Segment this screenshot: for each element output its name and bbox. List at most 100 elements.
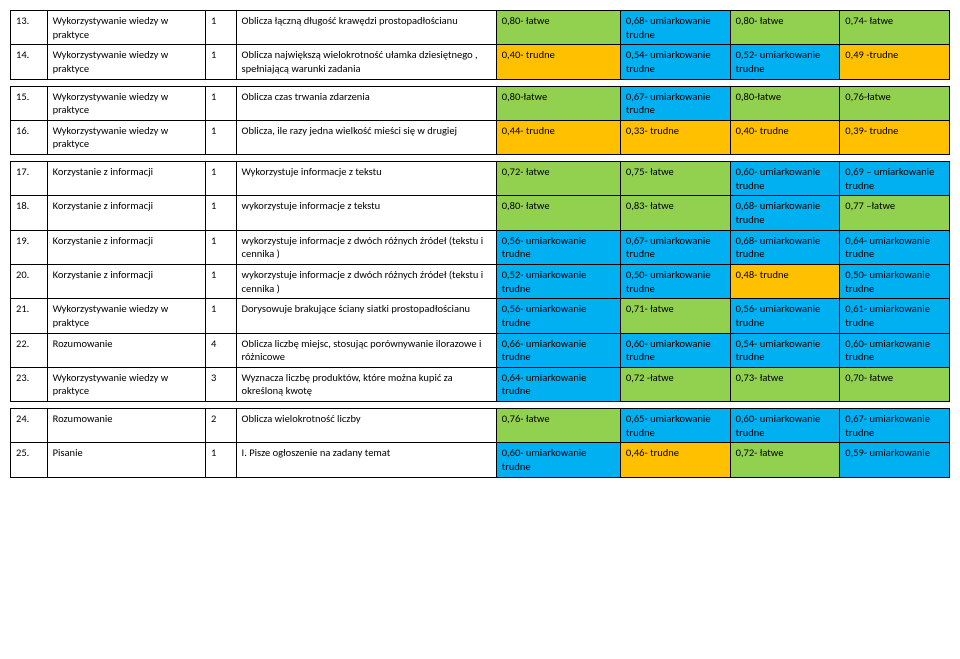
- cell: 0,68- umiarkowanie trudne: [620, 11, 730, 45]
- cell: Oblicza największą wielokrotność ułamka …: [236, 45, 496, 79]
- table-row: 18.Korzystanie z informacji1wykorzystuje…: [11, 196, 950, 230]
- cell: Wykorzystywanie wiedzy w praktyce: [47, 86, 205, 120]
- cell: 0,33- trudne: [620, 120, 730, 154]
- cell: 0,83- łatwe: [620, 196, 730, 230]
- cell: 13.: [11, 11, 48, 45]
- cell: 0,68- umiarkowanie trudne: [730, 230, 840, 264]
- cell: 19.: [11, 230, 48, 264]
- cell: wykorzystuje informacje z dwóch różnych …: [236, 230, 496, 264]
- cell: 21.: [11, 299, 48, 333]
- cell: Oblicza czas trwania zdarzenia: [236, 86, 496, 120]
- cell: 24.: [11, 409, 48, 443]
- cell: 18.: [11, 196, 48, 230]
- table-row: 20.Korzystanie z informacji1wykorzystuje…: [11, 264, 950, 298]
- cell: 1: [206, 162, 237, 196]
- cell: 16.: [11, 120, 48, 154]
- cell: 1: [206, 443, 237, 477]
- cell: 0,80-łatwe: [496, 86, 620, 120]
- cell: Korzystanie z informacji: [47, 264, 205, 298]
- cell: Oblicza wielokrotność liczby: [236, 409, 496, 443]
- table-row: 23.Wykorzystywanie wiedzy w praktyce3Wyz…: [11, 367, 950, 401]
- cell: Oblicza, ile razy jedna wielkość mieści …: [236, 120, 496, 154]
- cell: wykorzystuje informacje z dwóch różnych …: [236, 264, 496, 298]
- cell: wykorzystuje informacje z tekstu: [236, 196, 496, 230]
- cell: 1: [206, 264, 237, 298]
- cell: 0,60- umiarkowanie trudne: [840, 333, 950, 367]
- cell: 25.: [11, 443, 48, 477]
- cell: 0,72 -łatwe: [620, 367, 730, 401]
- cell: 0,75- łatwe: [620, 162, 730, 196]
- cell: 0,60- umiarkowanie trudne: [730, 409, 840, 443]
- cell: 0,56- umiarkowanie trudne: [730, 299, 840, 333]
- cell: 0,59- umiarkowanie: [840, 443, 950, 477]
- table-row: 25.Pisanie1I. Pisze ogłoszenie na zadany…: [11, 443, 950, 477]
- table-row: 22.Rozumowanie4Oblicza liczbę miejsc, st…: [11, 333, 950, 367]
- cell: Dorysowuje brakujące ściany siatki prost…: [236, 299, 496, 333]
- cell: 0,67- umiarkowanie trudne: [620, 86, 730, 120]
- cell: 0,67- umiarkowanie trudne: [840, 409, 950, 443]
- cell: Wykorzystywanie wiedzy w praktyce: [47, 120, 205, 154]
- cell: 0,60- umiarkowanie trudne: [730, 162, 840, 196]
- cell: 0,76- łatwe: [496, 409, 620, 443]
- cell: Korzystanie z informacji: [47, 230, 205, 264]
- cell: 0,80- łatwe: [496, 196, 620, 230]
- cell: 20.: [11, 264, 48, 298]
- cell: Korzystanie z informacji: [47, 162, 205, 196]
- cell: Oblicza łączną długość krawędzi prostopa…: [236, 11, 496, 45]
- cell: 0,73- łatwe: [730, 367, 840, 401]
- cell: 1: [206, 86, 237, 120]
- cell: Wykorzystywanie wiedzy w praktyce: [47, 367, 205, 401]
- cell: 0,64- umiarkowanie trudne: [840, 230, 950, 264]
- cell: 0,74- łatwe: [840, 11, 950, 45]
- cell: 0,60- umiarkowanie trudne: [496, 443, 620, 477]
- cell: 0,72- łatwe: [496, 162, 620, 196]
- cell: 22.: [11, 333, 48, 367]
- cell: Wykorzystywanie wiedzy w praktyce: [47, 11, 205, 45]
- cell: 0,71- łatwe: [620, 299, 730, 333]
- cell: 3: [206, 367, 237, 401]
- cell: 2: [206, 409, 237, 443]
- cell: 0,66- umiarkowanie trudne: [496, 333, 620, 367]
- cell: 15.: [11, 86, 48, 120]
- cell: 17.: [11, 162, 48, 196]
- cell: 0,54- umiarkowanie trudne: [620, 45, 730, 79]
- cell: Wyznacza liczbę produktów, które można k…: [236, 367, 496, 401]
- cell: 4: [206, 333, 237, 367]
- cell: 0,65- umiarkowanie trudne: [620, 409, 730, 443]
- cell: 0,40- trudne: [730, 120, 840, 154]
- cell: 1: [206, 196, 237, 230]
- cell: 0,69 – umiarkowanie trudne: [840, 162, 950, 196]
- table-row: 24.Rozumowanie2Oblicza wielokrotność lic…: [11, 409, 950, 443]
- cell: 0,80- łatwe: [496, 11, 620, 45]
- cell: 0,61- umiarkowanie trudne: [840, 299, 950, 333]
- table-row: 14.Wykorzystywanie wiedzy w praktyce1Obl…: [11, 45, 950, 79]
- cell: 0,46- trudne: [620, 443, 730, 477]
- cell: 0,64- umiarkowanie trudne: [496, 367, 620, 401]
- cell: 1: [206, 45, 237, 79]
- cell: 1: [206, 299, 237, 333]
- cell: Pisanie: [47, 443, 205, 477]
- cell: 14.: [11, 45, 48, 79]
- cell: 0,52- umiarkowanie trudne: [496, 264, 620, 298]
- cell: Rozumowanie: [47, 409, 205, 443]
- cell: 0,48- trudne: [730, 264, 840, 298]
- cell: 1: [206, 230, 237, 264]
- cell: 0,72- łatwe: [730, 443, 840, 477]
- cell: 0,49 -trudne: [840, 45, 950, 79]
- cell: 1: [206, 11, 237, 45]
- cell: 0,80-łatwe: [730, 86, 840, 120]
- cell: 0,76-łatwe: [840, 86, 950, 120]
- cell: Rozumowanie: [47, 333, 205, 367]
- cell: Oblicza liczbę miejsc, stosując porównyw…: [236, 333, 496, 367]
- cell: 0,70- łatwe: [840, 367, 950, 401]
- cell: 0,52- umiarkowanie trudne: [730, 45, 840, 79]
- cell: 0,39- trudne: [840, 120, 950, 154]
- cell: 0,50- umiarkowanie trudne: [620, 264, 730, 298]
- cell: Wykorzystywanie wiedzy w praktyce: [47, 45, 205, 79]
- cell: 0,54- umiarkowanie trudne: [730, 333, 840, 367]
- cell: 0,40- trudne: [496, 45, 620, 79]
- data-table: 13.Wykorzystywanie wiedzy w praktyce1Obl…: [10, 10, 950, 478]
- cell: 0,50- umiarkowanie trudne: [840, 264, 950, 298]
- table-row: 19.Korzystanie z informacji1wykorzystuje…: [11, 230, 950, 264]
- cell: I. Pisze ogłoszenie na zadany temat: [236, 443, 496, 477]
